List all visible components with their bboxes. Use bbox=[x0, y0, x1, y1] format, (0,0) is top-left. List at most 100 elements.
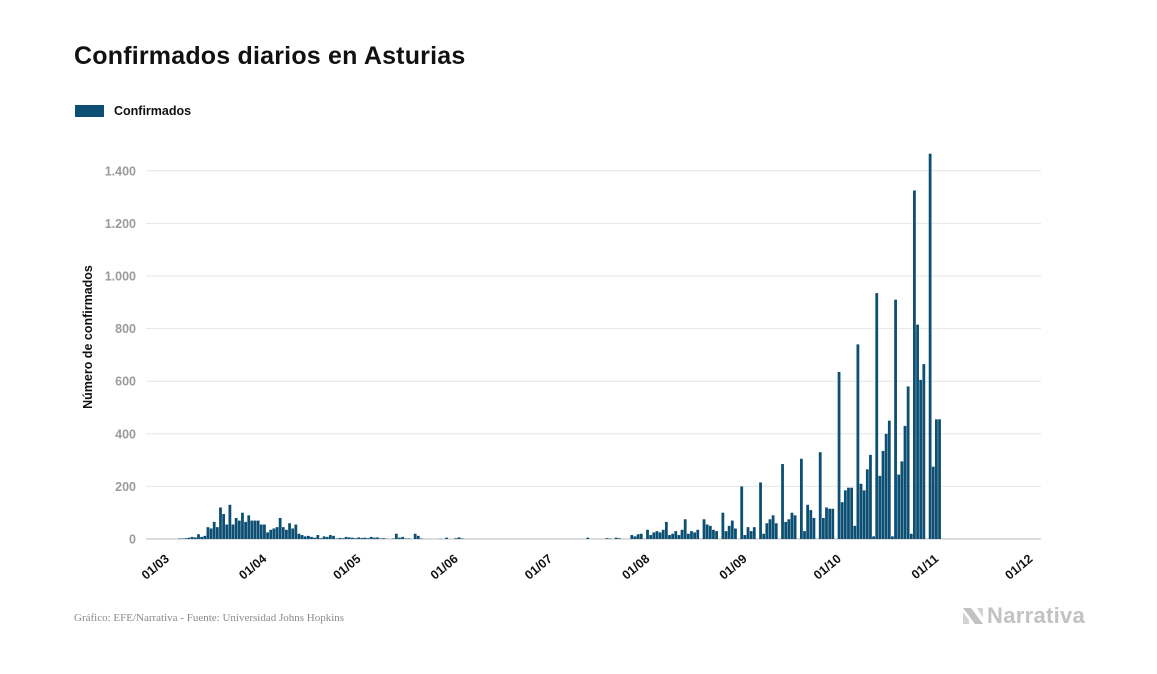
bar bbox=[652, 532, 656, 539]
bar bbox=[288, 523, 291, 539]
y-tick-label: 1.400 bbox=[105, 164, 136, 178]
bar bbox=[821, 517, 825, 539]
bar bbox=[266, 532, 269, 539]
bar bbox=[900, 461, 904, 539]
bar bbox=[332, 535, 335, 539]
bar bbox=[938, 419, 941, 539]
bar bbox=[413, 533, 417, 539]
chart-legend: Confirmados bbox=[75, 104, 191, 118]
bar bbox=[263, 524, 266, 539]
bar bbox=[190, 536, 194, 539]
bar bbox=[887, 420, 891, 539]
bar bbox=[837, 372, 841, 539]
y-tick-label: 400 bbox=[115, 427, 136, 441]
bar bbox=[319, 538, 323, 539]
bar bbox=[658, 532, 662, 539]
grid-lines bbox=[146, 170, 1041, 540]
bar bbox=[906, 386, 910, 539]
x-tick-label: 01/07 bbox=[522, 552, 555, 583]
bar bbox=[831, 508, 835, 539]
legend-swatch bbox=[75, 105, 104, 117]
bar bbox=[391, 538, 395, 539]
bar bbox=[325, 536, 329, 539]
bar bbox=[303, 536, 307, 539]
bar bbox=[862, 490, 866, 539]
bar bbox=[859, 483, 863, 539]
bar bbox=[454, 538, 458, 539]
bar bbox=[790, 512, 794, 539]
bar bbox=[354, 538, 357, 539]
bar bbox=[614, 537, 618, 539]
bar bbox=[203, 535, 207, 539]
bar bbox=[931, 466, 935, 539]
bar bbox=[219, 507, 222, 539]
y-tick-label: 0 bbox=[129, 533, 136, 547]
x-tick-label: 01/09 bbox=[717, 552, 750, 583]
bar bbox=[803, 531, 806, 539]
bar bbox=[241, 512, 244, 539]
bar bbox=[420, 538, 423, 539]
bar bbox=[350, 537, 354, 539]
bar bbox=[809, 510, 813, 539]
x-tick-label: 01/11 bbox=[909, 552, 941, 582]
bar bbox=[633, 536, 637, 539]
y-tick-label: 1.000 bbox=[105, 270, 136, 284]
bar bbox=[869, 454, 872, 539]
bar bbox=[884, 433, 888, 539]
bar bbox=[774, 523, 778, 539]
bar bbox=[407, 538, 411, 539]
bar bbox=[746, 527, 750, 539]
bar bbox=[586, 537, 590, 539]
bar bbox=[768, 519, 772, 539]
bar bbox=[347, 537, 351, 539]
bar bbox=[919, 379, 923, 539]
bar bbox=[376, 537, 379, 539]
bar bbox=[865, 469, 869, 539]
bar bbox=[690, 531, 693, 539]
bar bbox=[916, 324, 919, 539]
bar bbox=[341, 538, 345, 539]
bar bbox=[253, 520, 257, 539]
x-tick-label: 01/10 bbox=[811, 552, 844, 583]
bar bbox=[922, 364, 926, 539]
bar bbox=[416, 535, 420, 539]
bar bbox=[297, 533, 301, 539]
bar bbox=[677, 535, 681, 539]
bar bbox=[338, 537, 342, 539]
bar bbox=[636, 534, 640, 539]
bar bbox=[328, 535, 332, 539]
bar bbox=[693, 532, 697, 539]
bar bbox=[680, 529, 684, 539]
bar bbox=[401, 536, 404, 539]
bar bbox=[404, 538, 408, 539]
bar bbox=[256, 520, 260, 539]
bar bbox=[856, 344, 860, 539]
bar bbox=[765, 523, 769, 539]
bar bbox=[903, 425, 907, 539]
bar bbox=[357, 537, 361, 539]
bar bbox=[935, 419, 938, 539]
bar bbox=[278, 517, 282, 539]
bar bbox=[178, 538, 182, 539]
bar bbox=[259, 524, 263, 539]
y-axis-label: Número de confirmados bbox=[81, 265, 95, 409]
bar bbox=[872, 536, 875, 539]
bar bbox=[193, 537, 197, 539]
x-tick-label: 01/06 bbox=[428, 552, 461, 583]
bar bbox=[394, 533, 398, 539]
bar bbox=[752, 527, 756, 539]
bar bbox=[460, 538, 464, 539]
y-tick-label: 1.200 bbox=[105, 217, 136, 231]
bar bbox=[649, 535, 653, 539]
bar bbox=[215, 527, 219, 539]
bar bbox=[291, 528, 295, 539]
bar bbox=[445, 537, 448, 539]
bar bbox=[740, 486, 744, 539]
x-tick-label: 01/03 bbox=[139, 552, 172, 583]
bar bbox=[206, 527, 210, 539]
bar bbox=[184, 538, 188, 539]
bar bbox=[759, 482, 762, 539]
bar bbox=[247, 515, 251, 539]
bar bbox=[363, 537, 367, 539]
